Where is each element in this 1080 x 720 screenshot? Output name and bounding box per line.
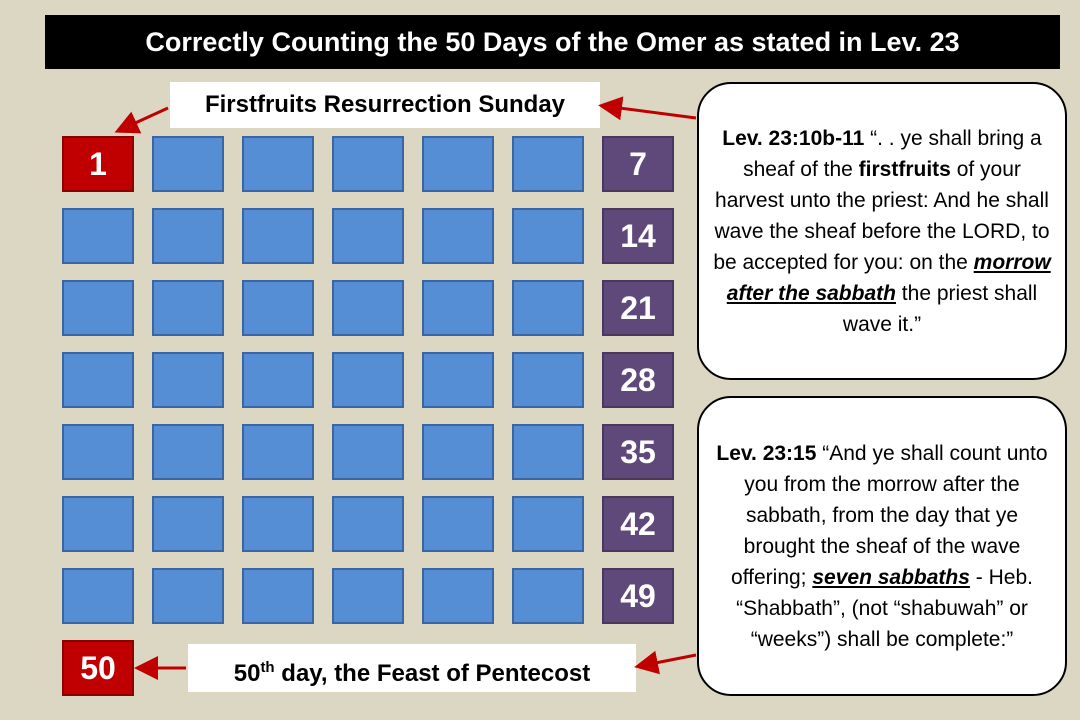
day-cell	[512, 424, 584, 480]
day-cell	[152, 424, 224, 480]
quote-ref: Lev. 23:15	[716, 441, 817, 465]
day-cell	[152, 136, 224, 192]
quote-part: - Heb. “Shabbath”, (not “shabuwah” or “w…	[736, 565, 1033, 651]
day-cell	[242, 280, 314, 336]
day-cell	[512, 208, 584, 264]
day-cell: 7	[602, 136, 674, 192]
day-cell: 49	[602, 568, 674, 624]
day-cell	[242, 568, 314, 624]
day-cell	[332, 352, 404, 408]
day-cell: 42	[602, 496, 674, 552]
day-cell	[242, 208, 314, 264]
day-cell	[422, 208, 494, 264]
quote-part: of your harvest unto the priest: And he …	[713, 157, 1050, 274]
day-cell	[152, 280, 224, 336]
day-cell	[332, 280, 404, 336]
day-cell	[332, 568, 404, 624]
day-cell	[422, 280, 494, 336]
day-cell	[512, 352, 584, 408]
arrow	[634, 650, 697, 675]
day-cell	[242, 136, 314, 192]
quote-emphasis: morrow after the sabbath	[726, 250, 1051, 305]
day-cell	[152, 496, 224, 552]
day-cell	[422, 496, 494, 552]
day-cell	[332, 424, 404, 480]
day-cell	[62, 424, 134, 480]
label-number: 50	[233, 660, 261, 687]
day-cell	[242, 352, 314, 408]
day-cell	[62, 568, 134, 624]
quote-emphasis: seven sabbaths	[812, 565, 970, 589]
quote-box: Lev. 23:10b-11 “. . ye shall bring a she…	[697, 82, 1067, 380]
day-cell	[242, 496, 314, 552]
quote-box: Lev. 23:15 “And ye shall count unto you …	[697, 396, 1067, 696]
day-cell	[422, 352, 494, 408]
day-cell	[512, 280, 584, 336]
day-cell	[242, 424, 314, 480]
day-cell	[152, 568, 224, 624]
day-cell	[422, 136, 494, 192]
day-cell	[152, 208, 224, 264]
day-cell	[332, 136, 404, 192]
day-cell	[152, 352, 224, 408]
label-suffix: th	[260, 659, 275, 676]
arrow	[114, 106, 169, 134]
day-cell: 1	[62, 136, 134, 192]
quote-part: “. . ye shall bring a sheaf of the	[743, 126, 1042, 181]
day-cell: 35	[602, 424, 674, 480]
day-cell	[62, 208, 134, 264]
day-cell: 28	[602, 352, 674, 408]
label-bottom: 50th day, the Feast of Pentecost	[188, 644, 636, 692]
day-cell	[512, 496, 584, 552]
arrow	[598, 96, 697, 121]
quote-ref: Lev. 23:10b-11	[722, 126, 865, 150]
day-cell	[512, 568, 584, 624]
day-cell	[332, 208, 404, 264]
label-top: Firstfruits Resurrection Sunday	[170, 82, 600, 128]
quote-text: Lev. 23:15 “And ye shall count unto you …	[713, 438, 1051, 655]
day-cell	[422, 568, 494, 624]
day-cell	[422, 424, 494, 480]
day-cell: 50	[62, 640, 134, 696]
quote-text: Lev. 23:10b-11 “. . ye shall bring a she…	[713, 123, 1051, 340]
quote-part: “And ye shall count unto you from the mo…	[731, 441, 1048, 589]
day-cell	[62, 496, 134, 552]
day-cell	[332, 496, 404, 552]
day-cell: 14	[602, 208, 674, 264]
quote-part: the priest shall wave it.”	[842, 281, 1038, 336]
day-cell	[62, 352, 134, 408]
label-text: day, the Feast of Pentecost	[274, 660, 591, 687]
day-cell	[512, 136, 584, 192]
title: Correctly Counting the 50 Days of the Om…	[45, 15, 1060, 69]
day-cell	[62, 280, 134, 336]
day-cell: 21	[602, 280, 674, 336]
quote-emphasis: firstfruits	[858, 157, 951, 181]
